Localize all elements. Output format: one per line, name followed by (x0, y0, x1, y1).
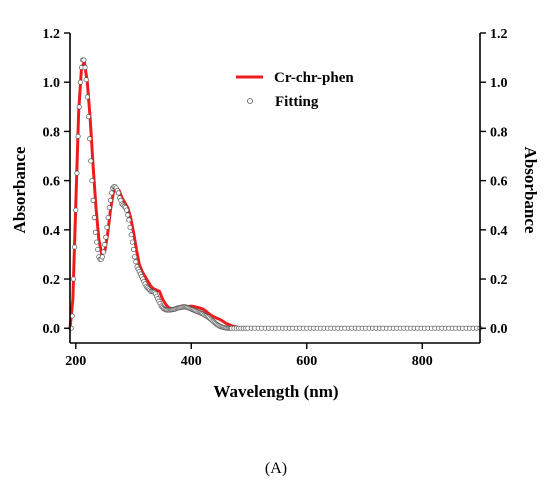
fitting-point-35 (109, 190, 115, 196)
fitting-point-11 (81, 57, 87, 63)
fitting-point-13 (83, 77, 89, 83)
fitting-point-34 (107, 197, 113, 203)
x-tick-label-3: 800 (412, 354, 433, 369)
y-tick-label-right-1: 0.2 (490, 273, 508, 288)
legend-marker-swatch (247, 98, 253, 104)
y-axis-title-right: Absorbance (521, 147, 540, 234)
fitting-point-17 (88, 158, 94, 164)
y-axis-title-left: Absorbance (10, 146, 29, 233)
fitting-point-8 (77, 79, 83, 85)
fitting-point-27 (99, 254, 105, 260)
fitting-point-33 (106, 205, 112, 211)
fitting-point-21 (92, 229, 98, 235)
panel-label: (A) (265, 460, 287, 477)
fitting-point-19 (90, 197, 96, 203)
x-tick-label-0: 200 (65, 354, 86, 369)
y-tick-label-right-3: 0.6 (490, 175, 508, 190)
y-tick-label-right-5: 1.0 (490, 76, 508, 91)
legend-label-markers: Fitting (275, 94, 319, 110)
fitting-point-22 (94, 239, 100, 245)
y-tick-label-right-2: 0.4 (490, 224, 508, 239)
fitting-point-2 (70, 276, 77, 282)
fitting-point-20 (91, 214, 97, 221)
fitting-point-53 (129, 239, 135, 245)
fitting-point-49 (125, 212, 131, 218)
fitting-point-48 (124, 207, 130, 213)
y-tick-label-left-2: 0.4 (43, 224, 61, 239)
x-tick-label-2: 600 (296, 354, 317, 369)
fitting-point-52 (128, 232, 134, 238)
fitting-point-23 (95, 246, 101, 253)
y-tick-label-left-0: 0.0 (43, 322, 61, 337)
fitting-point-56 (133, 259, 139, 265)
x-tick-label-1: 400 (181, 354, 202, 369)
fitting-point-14 (84, 94, 90, 100)
fitting-point-18 (89, 178, 95, 184)
legend-label-line: Cr-chr-phen (274, 70, 354, 86)
fitting-point-15 (85, 114, 92, 120)
fitting-point-4 (73, 207, 79, 213)
fitting-point-51 (127, 224, 133, 230)
axes-layer: 0.0 0.0 0.2 0.2 0.4 0.4 0.6 0.6 0.8 0.8 1.0 1.0 1.2 1… (43, 27, 508, 369)
y-tick-label-left-3: 0.6 (43, 175, 61, 190)
fitting-point-31 (104, 224, 110, 230)
plot-layer (68, 57, 483, 331)
fitting-point-54 (130, 246, 137, 253)
y-tick-label-right-0: 0.0 (490, 322, 508, 337)
fitting-point-29 (102, 242, 108, 248)
x-axis-title: Wavelength (nm) (213, 382, 338, 401)
fitting-point-3 (72, 244, 78, 250)
y-tick-label-left-1: 0.2 (43, 273, 61, 288)
y-tick-label-right-4: 0.8 (490, 125, 508, 140)
fitting-point-6 (75, 133, 81, 139)
y-tick-label-left-4: 0.8 (43, 125, 61, 140)
y-tick-label-right-6: 1.2 (490, 27, 508, 42)
fitting-point-41 (115, 190, 122, 196)
y-tick-label-left-6: 1.2 (43, 27, 61, 42)
fitting-point-50 (126, 217, 132, 223)
fitting-point-7 (76, 104, 82, 110)
y-tick-label-left-5: 1.0 (43, 76, 61, 91)
fitting-point-32 (105, 214, 111, 221)
fitting-point-16 (87, 136, 93, 142)
fitting-point-30 (103, 234, 109, 240)
fitting-point-55 (132, 254, 138, 260)
legend: Cr-chr-phen Fitting (236, 70, 354, 110)
fitting-point-5 (74, 170, 80, 176)
fitting-point-28 (100, 249, 107, 255)
fitting-point-12 (82, 64, 88, 70)
